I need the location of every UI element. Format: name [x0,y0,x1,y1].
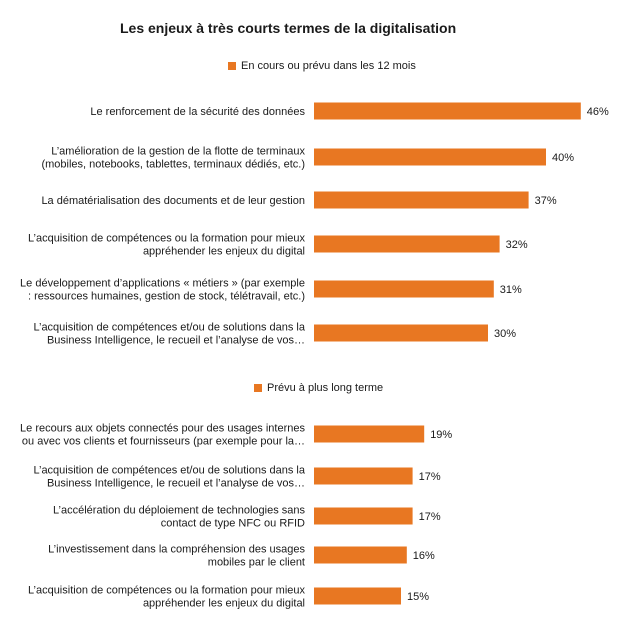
bar-2-1 [314,425,425,443]
bar-1-5 [314,280,494,298]
bar-1-6 [314,324,488,342]
category-label-1-1: Le renforcement de la sécurité des donné… [90,106,305,118]
category-label-1-2: L’amélioration de la gestion de la flott… [41,146,305,171]
legend-swatch-2 [254,384,262,392]
category-label-2-1: Le recours aux objets connectés pour des… [20,423,305,448]
category-label-1-6: L’acquisition de compétences et/ou de so… [33,322,305,347]
bar-2-4 [314,546,407,564]
value-label-1-4: 32% [506,239,528,251]
bar-1-2 [314,148,546,166]
value-label-1-5: 31% [500,284,522,296]
bar-2-3 [314,507,413,525]
category-label-1-4: L’acquisition de compétences ou la forma… [28,233,305,258]
bar-2-5 [314,587,401,605]
category-label-2-3: L’accélération du déploiement de technol… [53,505,305,530]
value-label-2-4: 16% [413,550,435,562]
category-label-1-3: La dématérialisation des documents et de… [41,195,305,207]
legend-swatch-1 [228,62,236,70]
category-label-2-4: L’investissement dans la compréhension d… [48,544,305,569]
category-label-2-2: L’acquisition de compétences et/ou de so… [33,465,305,490]
category-label-2-5: L’acquisition de compétences ou la forma… [28,585,305,610]
value-label-2-2: 17% [419,471,441,483]
category-label-1-5: Le développement d’applications « métier… [20,278,305,303]
value-label-2-1: 19% [430,429,452,441]
legend-label-2: Prévu à plus long terme [267,382,384,394]
value-label-2-3: 17% [419,511,441,523]
bar-1-3 [314,191,529,209]
bar-2-2 [314,467,413,485]
legend-label-1: En cours ou prévu dans les 12 mois [241,60,416,72]
value-label-1-1: 46% [587,106,609,118]
bar-1-1 [314,102,581,120]
legend-panel-1: En cours ou prévu dans les 12 mois [228,60,416,72]
value-label-2-5: 15% [407,591,429,603]
chart-title: Les enjeux à très courts termes de la di… [120,20,457,36]
bar-1-4 [314,235,500,253]
legend-panel-2: Prévu à plus long terme [254,382,383,394]
value-label-1-3: 37% [535,195,557,207]
value-label-1-2: 40% [552,152,574,164]
value-label-1-6: 30% [494,328,516,340]
